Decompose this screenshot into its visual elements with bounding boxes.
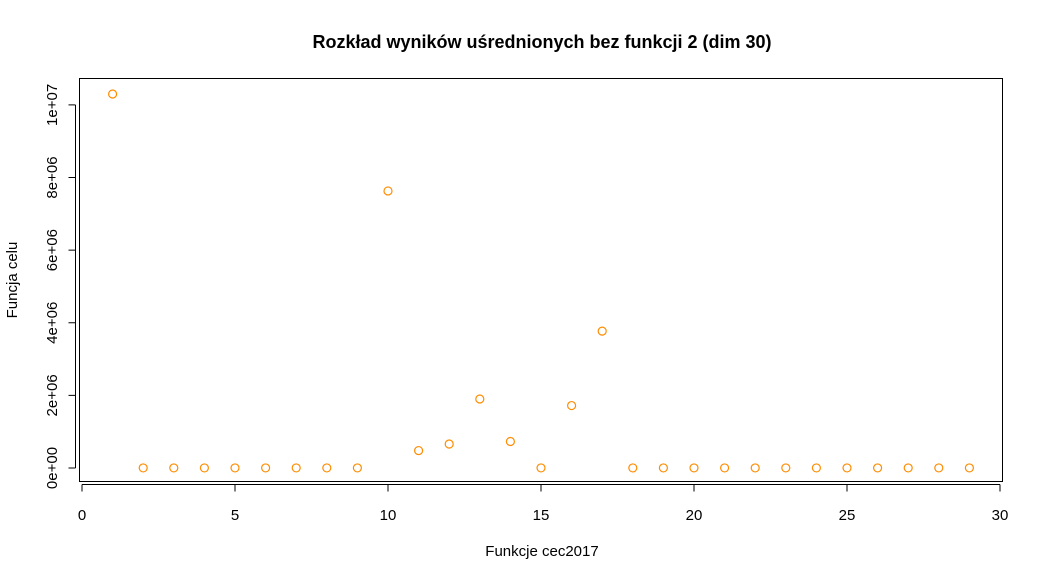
data-point (689, 463, 699, 473)
data-point (291, 463, 301, 473)
data-point (719, 463, 730, 473)
data-point (169, 463, 179, 473)
data-point (872, 463, 883, 473)
y-tick-label: 4e+06 (44, 302, 61, 344)
y-tick-label: 8e+06 (44, 156, 61, 198)
x-tick-label: 30 (992, 507, 1009, 524)
data-point (597, 326, 607, 336)
data-point (230, 463, 240, 473)
x-axis-label: Funkcje cec2017 (485, 543, 598, 560)
data-point (658, 463, 669, 473)
y-tick-label: 6e+06 (44, 229, 61, 271)
data-point (781, 463, 791, 473)
data-point (414, 445, 424, 456)
data-point (536, 463, 546, 473)
data-point (107, 89, 118, 99)
data-point (964, 463, 975, 473)
data-point (261, 463, 271, 473)
x-tick-label: 5 (231, 507, 239, 524)
x-tick-label: 10 (380, 507, 397, 524)
data-point (934, 463, 944, 473)
y-tick-label: 0e+00 (44, 447, 61, 489)
data-points (107, 89, 975, 473)
x-axis: 0 5 10 15 20 25 30 (78, 484, 1009, 524)
plot-area-frame (79, 78, 1003, 482)
data-point (505, 436, 515, 447)
y-tick-label: 1e+07 (44, 84, 61, 126)
data-point (903, 463, 913, 473)
data-point (352, 463, 362, 473)
data-point (750, 463, 760, 473)
chart-title: Rozkład wyników uśrednionych bez funkcji… (312, 32, 771, 52)
data-point (322, 463, 332, 473)
data-point (383, 186, 393, 196)
data-point (199, 463, 209, 473)
x-tick-label: 15 (533, 507, 550, 524)
x-tick-label: 25 (839, 507, 856, 524)
data-point (842, 463, 852, 473)
x-tick-label: 20 (686, 507, 703, 524)
y-tick-label: 2e+06 (44, 374, 61, 416)
data-point (475, 394, 485, 404)
data-point (566, 400, 577, 411)
y-axis: 0e+00 2e+06 4e+06 6e+06 8e+06 1e+07 (44, 84, 76, 489)
data-point (628, 463, 638, 473)
data-point (444, 439, 454, 449)
y-axis-label: Funcja celu (4, 242, 21, 319)
data-point (138, 463, 148, 473)
x-tick-label: 0 (78, 507, 86, 524)
data-point (811, 463, 822, 473)
